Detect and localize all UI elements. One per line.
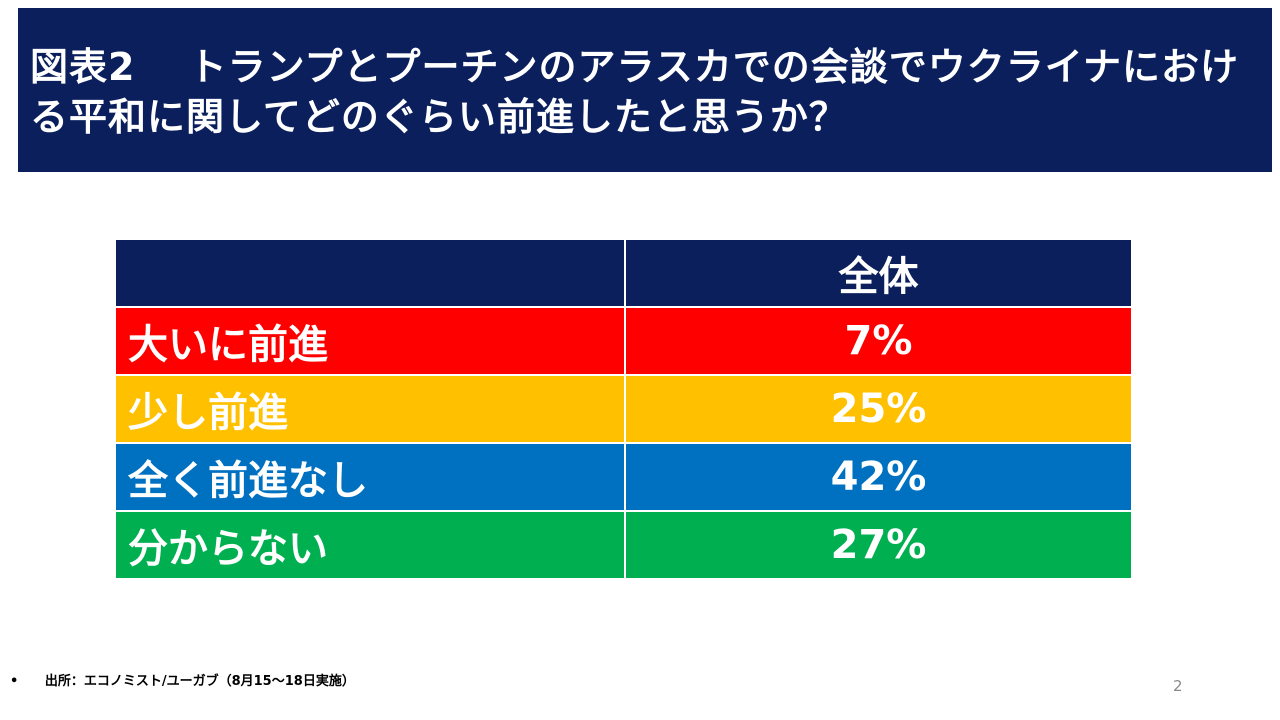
- title-banner: 図表2 トランプとプーチンのアラスカでの会談でウクライナにおける平和に関してどの…: [18, 8, 1272, 172]
- bullet-icon: •: [10, 674, 19, 689]
- row-value: 27%: [830, 522, 927, 568]
- row-label: 全く前進なし: [116, 444, 626, 510]
- table-header-row: 全体: [116, 240, 1131, 308]
- row-value: 42%: [830, 454, 927, 500]
- table-row: 大いに前進 7%: [116, 308, 1131, 376]
- page-number: 2: [1173, 677, 1183, 695]
- row-label: 大いに前進: [116, 308, 626, 374]
- table-row: 分からない 27%: [116, 512, 1131, 580]
- table-body: 大いに前進 7% 少し前進 25% 全く前進なし 42% 分からない 27%: [116, 308, 1131, 580]
- source-note: • 出所：エコノミスト/ユーガブ（8月15～18日実施）: [10, 670, 355, 689]
- table-row: 全く前進なし 42%: [116, 444, 1131, 512]
- source-text: 出所：エコノミスト/ユーガブ（8月15～18日実施）: [44, 674, 355, 689]
- row-label: 分からない: [116, 512, 626, 578]
- results-table: 全体 大いに前進 7% 少し前進 25% 全く前進なし 42% 分からない 27%: [116, 240, 1131, 580]
- column-header: 全体: [838, 254, 919, 300]
- row-value: 7%: [844, 318, 913, 364]
- table-row: 少し前進 25%: [116, 376, 1131, 444]
- row-value: 25%: [830, 386, 927, 432]
- slide-title: 図表2 トランプとプーチンのアラスカでの会談でウクライナにおける平和に関してどの…: [30, 45, 1240, 139]
- header-empty-cell: [116, 240, 626, 306]
- row-label: 少し前進: [116, 376, 626, 442]
